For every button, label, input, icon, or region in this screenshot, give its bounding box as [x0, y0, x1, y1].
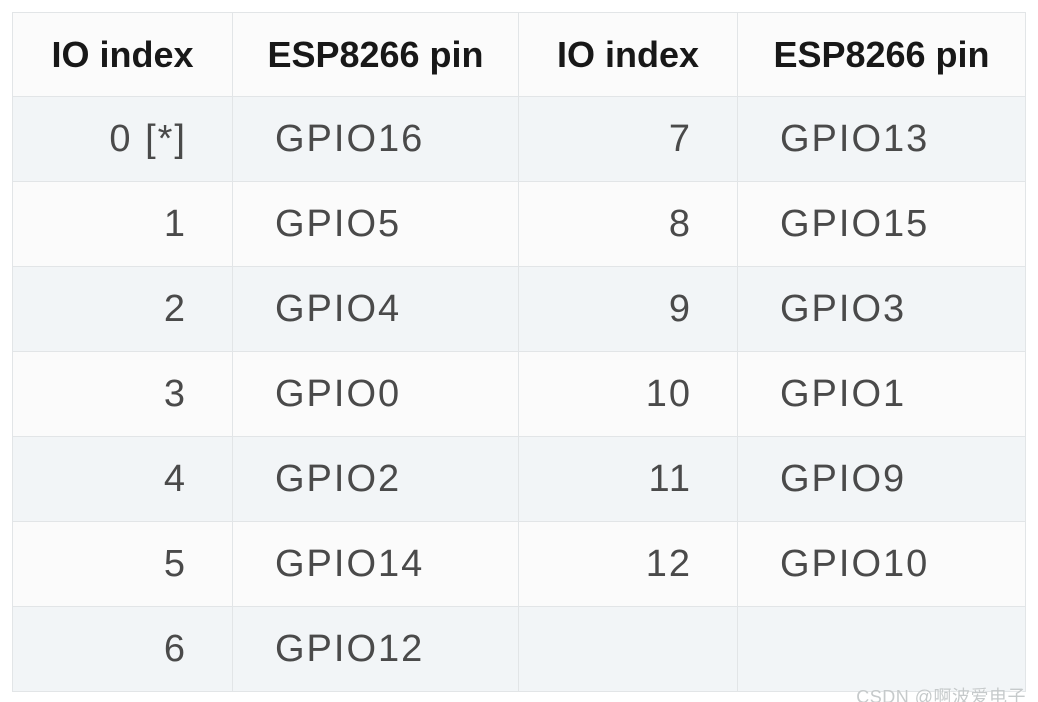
table-cell: 7 [518, 96, 738, 182]
page: IO index ESP8266 pin IO index ESP8266 pin 0… [0, 12, 1038, 702]
table-row: 0 [*] GPIO16 7 GPIO13 [12, 96, 1026, 182]
table-cell: GPIO10 [737, 521, 1026, 607]
table-row: 2 GPIO4 9 GPIO3 [12, 266, 1026, 352]
table-cell: GPIO0 [232, 351, 519, 437]
table-cell: GPIO3 [737, 266, 1026, 352]
table-row: 1 GPIO5 8 GPIO15 [12, 181, 1026, 267]
column-header: ESP8266 pin [232, 12, 519, 97]
table-cell: GPIO15 [737, 181, 1026, 267]
gpio-mapping-table: IO index ESP8266 pin IO index ESP8266 pin 0… [12, 12, 1026, 692]
table-row: 6 GPIO12 [12, 606, 1026, 692]
table-cell: GPIO13 [737, 96, 1026, 182]
column-header: IO index [12, 12, 233, 97]
table-cell: GPIO1 [737, 351, 1026, 437]
table-cell: 8 [518, 181, 738, 267]
table-cell: 1 [12, 181, 233, 267]
table-body: 0 [*] GPIO16 7 GPIO13 1 GPIO5 8 GPIO15 2 GPIO4 9 GP… [12, 96, 1026, 692]
table-cell: GPIO9 [737, 436, 1026, 522]
column-header: IO index [518, 12, 738, 97]
table-cell: 2 [12, 266, 233, 352]
table-row: 3 GPIO0 10 GPIO1 [12, 351, 1026, 437]
table-cell: 9 [518, 266, 738, 352]
table-cell: GPIO5 [232, 181, 519, 267]
table-cell: GPIO14 [232, 521, 519, 607]
table-row: 5 GPIO14 12 GPIO10 [12, 521, 1026, 607]
header-row: IO index ESP8266 pin IO index ESP8266 pin [12, 12, 1026, 97]
table-cell: 11 [518, 436, 738, 522]
table-cell: 12 [518, 521, 738, 607]
table-cell: 10 [518, 351, 738, 437]
table-cell: 5 [12, 521, 233, 607]
table-cell [518, 606, 738, 692]
table-cell: 3 [12, 351, 233, 437]
table-cell: GPIO2 [232, 436, 519, 522]
table-cell: GPIO4 [232, 266, 519, 352]
table-cell [737, 606, 1026, 692]
table-row: 4 GPIO2 11 GPIO9 [12, 436, 1026, 522]
column-header: ESP8266 pin [737, 12, 1026, 97]
table-cell: 0 [*] [12, 96, 233, 182]
table-cell: 6 [12, 606, 233, 692]
table-cell: GPIO16 [232, 96, 519, 182]
table-cell: GPIO12 [232, 606, 519, 692]
table-header: IO index ESP8266 pin IO index ESP8266 pin [12, 12, 1026, 97]
table-cell: 4 [12, 436, 233, 522]
